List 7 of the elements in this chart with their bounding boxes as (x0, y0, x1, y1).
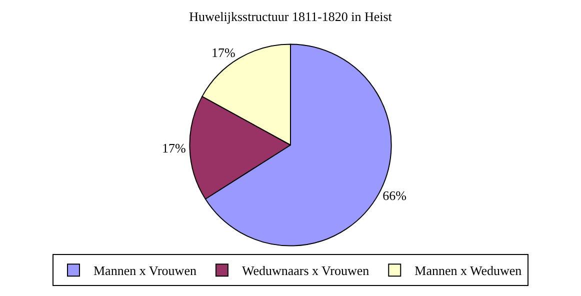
legend-label: Mannen x Vrouwen (94, 263, 197, 278)
chart-title: Huwelijksstructuur 1811-1820 in Heist (189, 8, 392, 24)
legend-label: Weduwnaars x Vrouwen (242, 263, 370, 278)
data-label: 17% (211, 45, 236, 60)
data-label: 17% (162, 140, 186, 156)
data-label: 66% (382, 188, 407, 203)
legend-label: Mannen x Weduwen (414, 263, 522, 278)
